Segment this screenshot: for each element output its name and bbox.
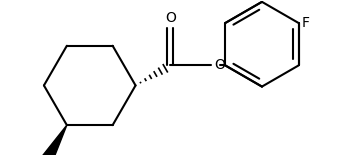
Text: O: O: [165, 11, 176, 25]
Text: F: F: [302, 16, 310, 30]
Polygon shape: [42, 125, 67, 156]
Text: O: O: [214, 58, 225, 72]
